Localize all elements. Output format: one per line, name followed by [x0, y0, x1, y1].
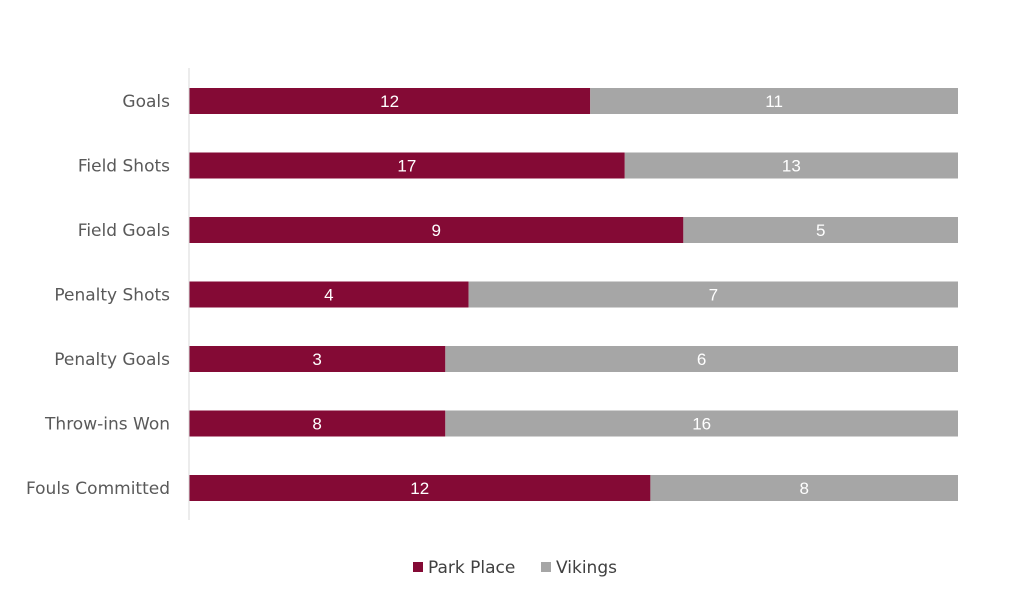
bars-layer [189, 88, 958, 501]
bar-park-place-throw-ins-won [189, 410, 446, 437]
bar-vikings-throw-ins-won [445, 410, 958, 437]
value-label-park-place-goals: 12 [380, 92, 399, 111]
value-label-park-place-field-shots: 17 [397, 157, 416, 176]
bar-park-place-field-shots [189, 152, 625, 179]
bar-vikings-field-shots [624, 152, 958, 179]
category-label-penalty-shots: Penalty Shots [54, 286, 170, 306]
bar-vikings-fouls-committed [650, 475, 958, 501]
category-label-goals: Goals [122, 92, 170, 112]
category-label-fouls-committed: Fouls Committed [26, 479, 170, 499]
category-label-field-shots: Field Shots [78, 157, 170, 177]
bar-vikings-goals [590, 88, 958, 114]
value-label-vikings-penalty-shots: 7 [709, 286, 718, 305]
bar-vikings-penalty-goals [445, 346, 958, 372]
legend: Park Place Vikings [413, 558, 617, 578]
value-label-vikings-fouls-committed: 8 [799, 479, 808, 498]
bar-park-place-fouls-committed [189, 475, 651, 501]
value-label-vikings-field-goals: 5 [816, 221, 825, 240]
bar-vikings-penalty-shots [468, 281, 958, 308]
value-labels: 12 11 17 13 9 5 4 7 3 6 8 16 12 8 [312, 92, 825, 498]
value-label-park-place-penalty-shots: 4 [324, 286, 333, 305]
category-label-penalty-goals: Penalty Goals [54, 350, 170, 370]
value-label-park-place-penalty-goals: 3 [312, 350, 321, 369]
category-label-throw-ins-won: Throw-ins Won [44, 415, 170, 435]
value-label-park-place-fouls-committed: 12 [410, 479, 429, 498]
value-label-vikings-goals: 11 [765, 92, 783, 111]
value-label-vikings-penalty-goals: 6 [697, 350, 706, 369]
value-label-vikings-field-shots: 13 [782, 157, 801, 176]
bar-vikings-field-goals [683, 217, 958, 243]
legend-swatch-park-place [413, 562, 423, 572]
bar-park-place-penalty-goals [189, 346, 446, 372]
bar-park-place-penalty-shots [189, 281, 469, 308]
legend-swatch-vikings [541, 562, 551, 572]
legend-label-park-place: Park Place [428, 558, 515, 578]
category-label-field-goals: Field Goals [78, 221, 170, 241]
value-label-park-place-throw-ins-won: 8 [312, 415, 321, 434]
value-label-park-place-field-goals: 9 [431, 221, 440, 240]
bar-park-place-field-goals [189, 217, 684, 243]
bar-park-place-goals [189, 88, 591, 114]
category-labels: Goals Field Shots Field Goals Penalty Shots… [26, 92, 170, 499]
value-label-vikings-throw-ins-won: 16 [692, 415, 711, 434]
legend-label-vikings: Vikings [556, 558, 617, 578]
